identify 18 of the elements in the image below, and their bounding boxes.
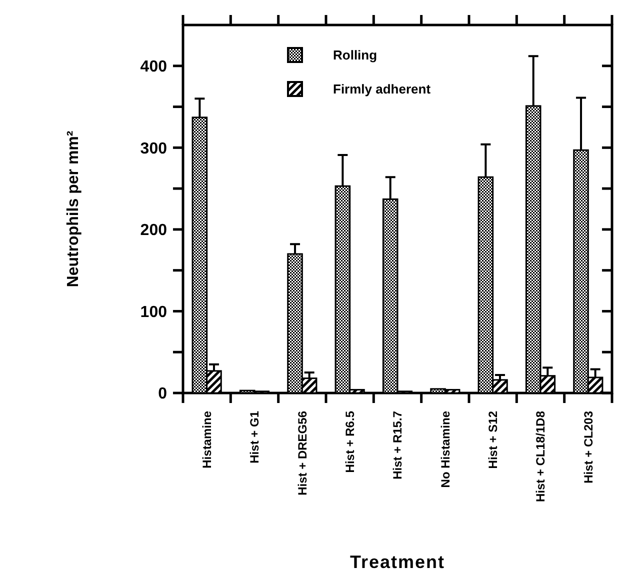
x-axis-title: Treatment xyxy=(350,552,446,572)
legend-label: Rolling xyxy=(333,48,378,63)
y-tick-label: 400 xyxy=(140,58,168,76)
x-tick-label: Hist + G1 xyxy=(248,410,262,464)
x-tick-label: Hist + CL203 xyxy=(581,410,596,484)
x-tick-label: Hist + R15.7 xyxy=(390,410,405,480)
x-tick-label: Histamine xyxy=(200,410,214,468)
y-tick-label: 200 xyxy=(140,222,168,240)
legend-label: Firmly adherent xyxy=(333,82,432,97)
x-tick-label: Hist + R6.5 xyxy=(343,410,358,473)
y-tick-label: 300 xyxy=(140,140,168,158)
y-tick-label: 100 xyxy=(140,304,168,321)
x-tick-label: Hist + DREG56 xyxy=(295,410,310,496)
y-axis-title: Neutrophils per mm² xyxy=(65,130,82,288)
x-tick-label: Hist + S12 xyxy=(486,410,500,469)
y-tick-label: 0 xyxy=(158,386,168,403)
x-tick-label: Hist + CL18/1D8 xyxy=(534,410,548,502)
x-tick-label: No Histamine xyxy=(438,410,452,488)
